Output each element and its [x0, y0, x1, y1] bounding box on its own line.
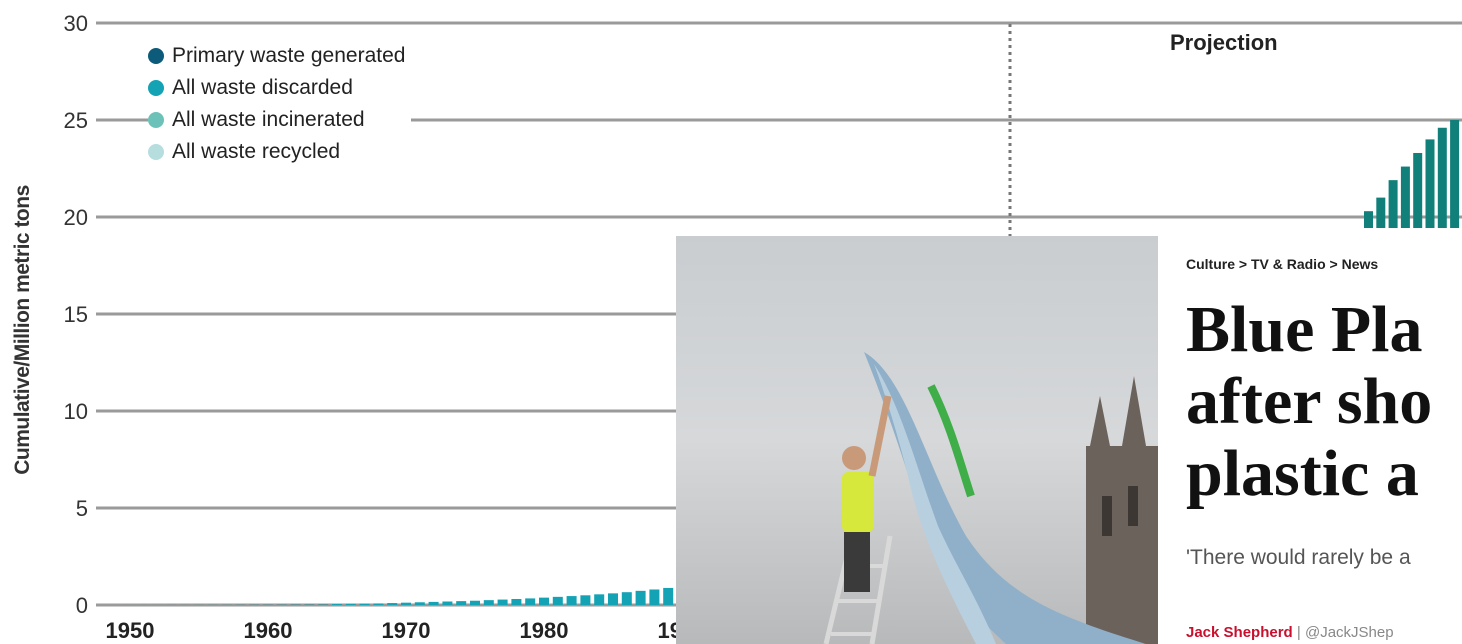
y-tick-label: 20	[64, 205, 88, 230]
headline-line: after sho	[1186, 365, 1433, 438]
headline-line: plastic a	[1186, 437, 1419, 510]
bar	[318, 604, 329, 605]
legend-swatch-discarded	[148, 80, 164, 96]
y-tick-label: 25	[64, 108, 88, 133]
whale-sculpture-image	[864, 352, 1146, 644]
author-link[interactable]: Jack Shepherd	[1186, 624, 1293, 641]
legend-swatch-recycled	[148, 144, 164, 160]
legend-label-incinerated: All waste incinerated	[172, 108, 365, 131]
bar	[649, 589, 660, 605]
y-tick-label: 10	[64, 399, 88, 424]
projection-bar	[1450, 120, 1460, 236]
bar	[345, 603, 356, 605]
legend-label-recycled: All waste recycled	[172, 140, 341, 163]
bar	[539, 597, 549, 605]
legend-swatch-primary	[148, 48, 164, 64]
x-tick-label: 1950	[106, 618, 155, 643]
bar	[456, 601, 467, 605]
article-standfirst: 'There would rarely be a	[1186, 546, 1411, 569]
bar	[608, 593, 618, 605]
bar	[566, 596, 577, 605]
bar	[497, 599, 508, 605]
bar	[552, 596, 563, 605]
breadcrumb[interactable]: Culture > TV & Radio > News	[1186, 256, 1379, 272]
x-tick-label: 1960	[244, 618, 293, 643]
y-axis-label-text: Cumulative/Million metric tons	[11, 185, 34, 475]
projection-bar	[1388, 180, 1398, 236]
bar	[332, 604, 342, 605]
bar	[401, 602, 411, 605]
byline-separator: |	[1296, 624, 1301, 641]
y-tick-label: 30	[64, 11, 88, 36]
headline-line: Blue Pla	[1186, 293, 1423, 366]
x-tick-label: 1980	[520, 618, 569, 643]
projection-bar	[1400, 166, 1410, 236]
article-headline[interactable]: Blue Pla after sho plastic a	[1186, 294, 1432, 510]
bar	[621, 592, 632, 605]
bar	[470, 600, 480, 605]
bar	[635, 590, 646, 605]
byline: Jack Shepherd | @JackJShep	[1186, 624, 1394, 641]
legend-item-incinerated: All waste incinerated	[148, 104, 412, 136]
legend-label-discarded: All waste discarded	[172, 76, 353, 99]
bar	[663, 587, 674, 605]
legend: Primary waste generated All waste discar…	[148, 40, 412, 168]
legend-item-recycled: All waste recycled	[148, 136, 412, 168]
y-tick-label: 5	[76, 496, 88, 521]
projection-bar	[1413, 152, 1423, 236]
bar	[580, 595, 591, 605]
bar	[511, 598, 522, 605]
y-axis-label: Cumulative/Million metric tons	[8, 120, 38, 540]
article-panel: Culture > TV & Radio > News Blue Pla aft…	[1158, 228, 1462, 644]
projection-bar	[1425, 139, 1435, 236]
bar	[483, 600, 494, 605]
worker-image	[823, 395, 893, 644]
bar	[290, 604, 301, 605]
legend-label-primary: Primary waste generated	[172, 44, 406, 67]
legend-item-primary: Primary waste generated	[148, 40, 412, 72]
bar	[428, 601, 439, 605]
y-tick-label: 0	[76, 593, 88, 618]
x-tick-label: 1970	[382, 618, 431, 643]
projection-bar	[1437, 127, 1447, 236]
tower-image	[1086, 376, 1158, 644]
projection-bar	[1376, 197, 1386, 236]
photo-illustration	[823, 352, 1158, 644]
projection-label: Projection	[1170, 30, 1278, 55]
legend-swatch-incinerated	[148, 112, 164, 128]
bar	[359, 603, 370, 605]
bar	[594, 594, 605, 605]
bar	[373, 603, 384, 605]
bar	[387, 603, 398, 605]
article-photo	[676, 236, 1158, 644]
bar	[414, 602, 425, 605]
bar	[442, 601, 453, 605]
legend-item-discarded: All waste discarded	[148, 72, 412, 104]
bar	[525, 598, 536, 605]
y-tick-label: 15	[64, 302, 88, 327]
author-handle-link[interactable]: @JackJShep	[1304, 624, 1394, 641]
bar	[304, 604, 315, 605]
projection-bar	[1364, 211, 1373, 236]
